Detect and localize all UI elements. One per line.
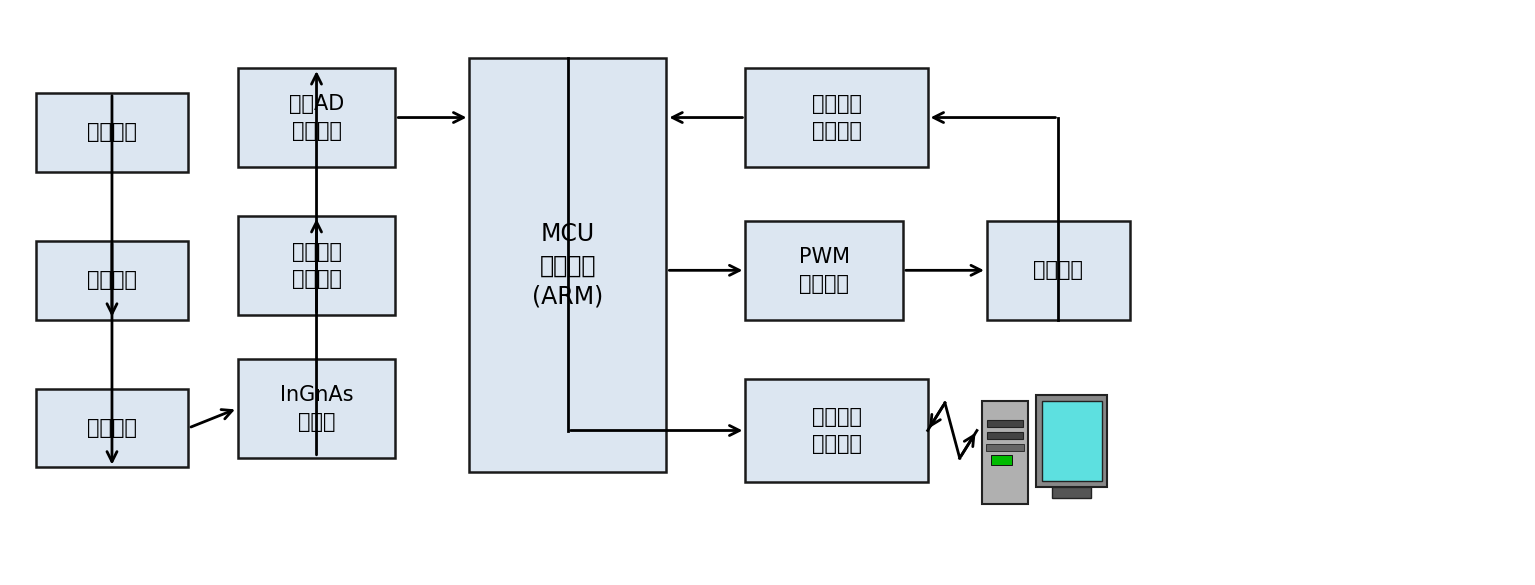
Text: 正交狭缝: 正交狭缝 [87,270,137,290]
Bar [987,432,1024,439]
Text: InGnAs
探测器: InGnAs 探测器 [279,385,353,432]
Bar [1042,401,1102,481]
Bar [987,221,1130,319]
Text: 激光光束: 激光光束 [87,122,137,142]
Bar [1036,395,1107,487]
Bar [746,221,903,319]
Text: 扫描机构: 扫描机构 [1033,260,1084,280]
Bar [238,359,396,457]
Bar [992,455,1012,465]
Bar [746,68,927,167]
Bar [35,388,189,467]
Bar [238,216,396,315]
Text: 光电信号
调理模块: 光电信号 调理模块 [292,242,341,288]
Text: 采样数据
存储传输: 采样数据 存储传输 [812,407,861,454]
Bar [1051,487,1091,497]
Text: 高精度光
电编码器: 高精度光 电编码器 [812,94,861,141]
Bar [985,445,1024,450]
Text: 高速AD
采样模块: 高速AD 采样模块 [289,94,344,141]
Bar [238,68,396,167]
Bar [982,401,1028,504]
Bar [746,378,927,482]
Bar [35,241,189,319]
Text: MCU
主控制器
(ARM): MCU 主控制器 (ARM) [533,222,603,309]
Text: PWM
功效模块: PWM 功效模块 [798,247,850,294]
Bar [987,420,1024,427]
Bar [470,58,666,473]
Bar [35,93,189,172]
Text: 聚光透镜: 聚光透镜 [87,418,137,438]
